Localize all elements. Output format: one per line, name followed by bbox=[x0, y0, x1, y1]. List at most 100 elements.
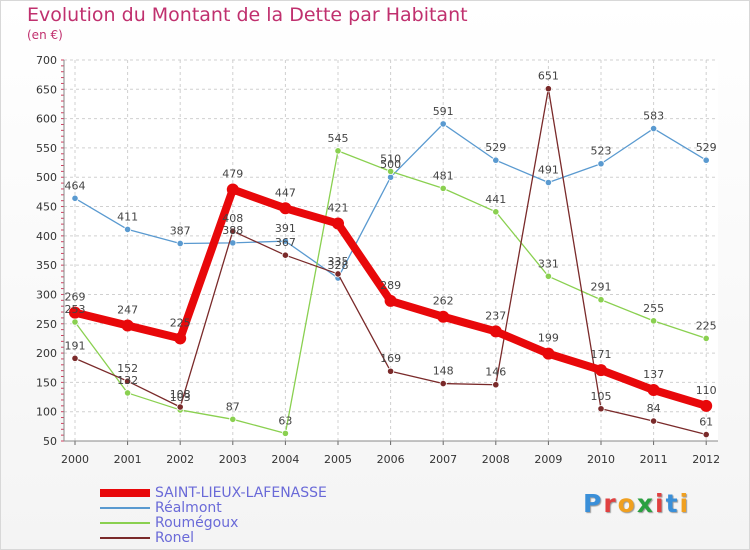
data-point bbox=[597, 296, 605, 304]
data-point bbox=[489, 325, 502, 338]
data-point bbox=[492, 381, 500, 389]
data-label: 335 bbox=[328, 255, 349, 268]
x-tick-label: 2000 bbox=[61, 453, 89, 466]
data-point bbox=[492, 208, 500, 216]
data-label: 247 bbox=[117, 304, 138, 317]
legend-swatch bbox=[100, 489, 150, 497]
data-point bbox=[439, 379, 447, 388]
data-label: 191 bbox=[65, 339, 86, 352]
data-point bbox=[174, 332, 187, 345]
data-label: 367 bbox=[275, 236, 296, 249]
legend-label: Réalmont bbox=[155, 500, 222, 516]
data-point bbox=[386, 367, 395, 375]
x-tick-label: 2003 bbox=[219, 453, 247, 466]
data-point bbox=[334, 147, 342, 155]
data-point bbox=[281, 237, 289, 245]
data-label: 523 bbox=[591, 145, 612, 158]
data-point bbox=[649, 317, 658, 325]
data-point bbox=[281, 429, 289, 437]
data-point bbox=[542, 347, 555, 360]
x-tick-label: 2004 bbox=[271, 453, 299, 466]
data-point bbox=[649, 124, 658, 133]
legend-item: Réalmont bbox=[100, 500, 222, 516]
data-point bbox=[647, 384, 660, 397]
data-label: 391 bbox=[275, 222, 296, 235]
y-tick-label: 150 bbox=[36, 376, 57, 389]
data-label: 479 bbox=[222, 168, 243, 181]
y-tick-label: 400 bbox=[36, 230, 57, 243]
data-label: 583 bbox=[643, 110, 664, 123]
data-label: 108 bbox=[170, 388, 191, 401]
data-label: 63 bbox=[278, 414, 292, 427]
chart-title: Evolution du Montant de la Dette par Hab… bbox=[27, 4, 468, 26]
data-point bbox=[702, 430, 710, 439]
data-label: 387 bbox=[170, 224, 191, 237]
data-point bbox=[700, 399, 713, 412]
y-tick-label: 700 bbox=[36, 54, 57, 67]
data-label: 388 bbox=[222, 224, 243, 237]
data-label: 411 bbox=[117, 210, 138, 223]
proxiti-logo: Proxiti bbox=[583, 489, 690, 518]
data-point bbox=[176, 239, 184, 248]
legend-item: SAINT-LIEUX-LAFENASSE bbox=[100, 485, 327, 501]
data-label: 262 bbox=[433, 295, 454, 308]
data-point bbox=[595, 364, 607, 377]
data-point bbox=[279, 202, 292, 215]
data-label: 132 bbox=[117, 374, 138, 387]
y-tick-label: 50 bbox=[43, 435, 57, 448]
data-label: 529 bbox=[696, 141, 717, 154]
data-label: 269 bbox=[65, 291, 86, 304]
data-label: 421 bbox=[328, 202, 349, 215]
legend-label: Ronel bbox=[155, 530, 195, 546]
data-label: 152 bbox=[117, 362, 138, 375]
y-tick-label: 550 bbox=[36, 142, 57, 155]
data-point bbox=[71, 194, 79, 202]
data-point bbox=[437, 310, 450, 323]
logo-letter: P bbox=[583, 489, 604, 518]
x-tick-label: 2001 bbox=[114, 453, 142, 466]
data-label: 591 bbox=[433, 105, 454, 118]
data-label: 171 bbox=[591, 348, 612, 361]
data-label: 408 bbox=[222, 212, 243, 225]
data-label: 105 bbox=[591, 390, 612, 403]
data-label: 103 bbox=[170, 391, 191, 404]
data-point bbox=[544, 272, 553, 280]
data-point bbox=[544, 178, 553, 187]
data-point bbox=[71, 354, 79, 362]
x-tick-label: 2006 bbox=[377, 453, 405, 466]
y-tick-label: 350 bbox=[36, 259, 57, 272]
data-point bbox=[386, 173, 395, 181]
data-label: 464 bbox=[65, 179, 86, 192]
data-label: 545 bbox=[328, 132, 349, 145]
data-label: 441 bbox=[485, 193, 506, 206]
legend-item: Ronel bbox=[100, 530, 195, 546]
data-point bbox=[229, 227, 237, 235]
data-point bbox=[229, 415, 237, 423]
y-tick-label: 100 bbox=[36, 406, 57, 419]
data-point bbox=[384, 294, 397, 307]
logo-letter: i bbox=[679, 489, 691, 518]
chart-unit: (en €) bbox=[27, 28, 63, 42]
data-label: 291 bbox=[591, 281, 612, 294]
data-point bbox=[121, 319, 134, 332]
data-point bbox=[124, 225, 132, 233]
legend-swatch bbox=[100, 507, 150, 509]
data-label: 289 bbox=[380, 279, 401, 292]
data-point bbox=[334, 270, 342, 278]
y-tick-label: 500 bbox=[36, 171, 57, 184]
data-point bbox=[702, 334, 710, 343]
data-label: 491 bbox=[538, 164, 559, 177]
data-label: 447 bbox=[275, 186, 296, 199]
legend-swatch bbox=[100, 537, 150, 539]
data-label: 146 bbox=[485, 366, 506, 379]
data-label: 110 bbox=[696, 384, 717, 397]
x-tick-label: 2002 bbox=[166, 453, 194, 466]
logo-letter: r bbox=[603, 489, 618, 518]
logo-letter: i bbox=[655, 489, 666, 518]
legend-label: SAINT-LIEUX-LAFENASSE bbox=[155, 485, 327, 501]
y-tick-label: 300 bbox=[36, 288, 57, 301]
data-label: 510 bbox=[380, 152, 401, 165]
logo-letter: x bbox=[636, 489, 655, 518]
data-point bbox=[332, 217, 344, 230]
